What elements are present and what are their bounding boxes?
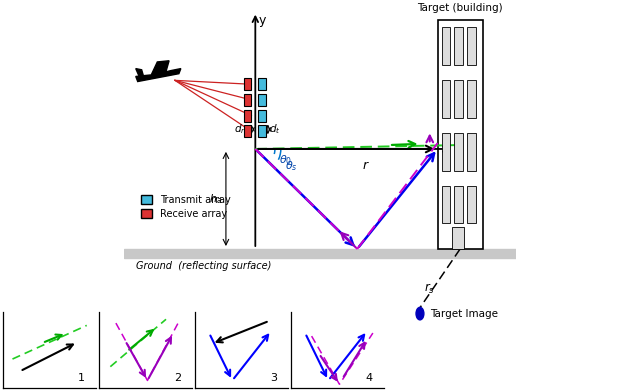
Text: y: y	[259, 14, 266, 27]
Bar	[442, 80, 450, 118]
Bar	[442, 133, 450, 171]
Polygon shape	[152, 61, 169, 74]
Bar	[258, 110, 266, 122]
Bar	[442, 27, 450, 65]
Text: $d_r$: $d_r$	[234, 122, 246, 136]
Text: Target (building): Target (building)	[417, 2, 503, 13]
Text: 2: 2	[173, 374, 181, 383]
Bar	[244, 94, 252, 106]
Text: 1: 1	[78, 374, 85, 383]
Text: $\theta_0$: $\theta_0$	[279, 153, 292, 167]
Polygon shape	[136, 69, 181, 82]
Bar	[454, 27, 463, 65]
Bar	[244, 110, 252, 122]
Bar	[258, 125, 266, 137]
Bar	[467, 133, 476, 171]
Polygon shape	[136, 69, 143, 78]
Text: 4: 4	[365, 374, 373, 383]
Bar	[454, 186, 463, 223]
Text: $r_s$: $r_s$	[424, 282, 435, 296]
Bar	[454, 80, 463, 118]
Bar	[244, 78, 252, 90]
Text: 3: 3	[270, 374, 277, 383]
Ellipse shape	[416, 307, 424, 320]
Text: Target Image: Target Image	[430, 309, 498, 319]
Bar	[452, 227, 464, 249]
Bar	[467, 27, 476, 65]
Bar	[467, 80, 476, 118]
Bar	[244, 125, 252, 137]
Bar	[438, 20, 483, 249]
Text: Ground  (reflecting surface): Ground (reflecting surface)	[136, 261, 271, 272]
Text: $r$: $r$	[362, 159, 370, 172]
Text: $h_a$: $h_a$	[209, 192, 222, 206]
Text: $d_t$: $d_t$	[269, 122, 281, 136]
Bar	[124, 249, 516, 258]
Legend: Transmit array, Receive array: Transmit array, Receive array	[137, 191, 235, 223]
Bar	[467, 186, 476, 223]
Bar	[258, 94, 266, 106]
Bar	[258, 78, 266, 90]
Bar	[454, 133, 463, 171]
Text: x: x	[455, 134, 463, 147]
Text: $\theta_s$: $\theta_s$	[285, 159, 298, 172]
Bar	[442, 186, 450, 223]
